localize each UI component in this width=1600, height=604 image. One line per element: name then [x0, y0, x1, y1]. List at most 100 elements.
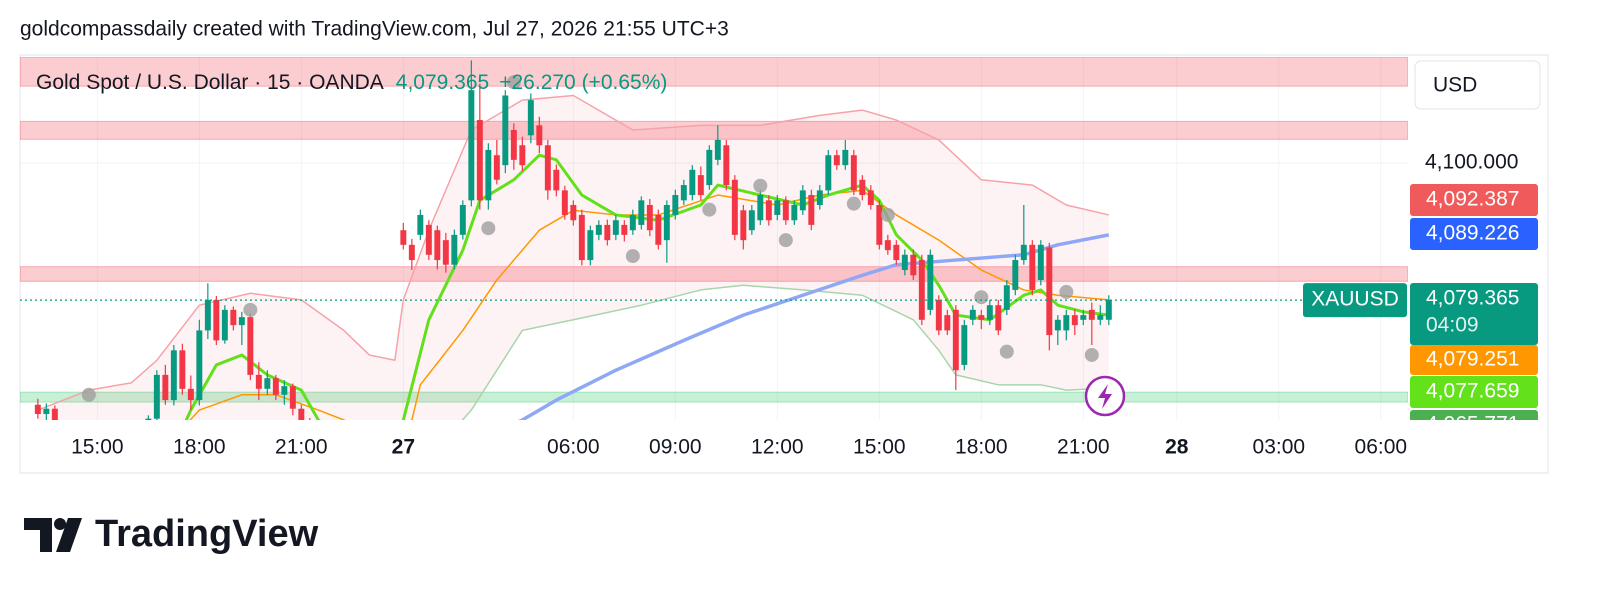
candle-body: [153, 374, 160, 419]
candle-body: [162, 374, 169, 401]
candle-body: [69, 430, 75, 433]
candle-body: [689, 169, 696, 196]
y-tick-label: 4,100.000: [1425, 151, 1518, 174]
x-tick-label: 06:00: [547, 436, 600, 459]
candle-body: [740, 210, 747, 241]
logo-slash: [56, 518, 82, 552]
candle-body: [604, 224, 611, 241]
candle-body: [595, 224, 602, 235]
candle-body: [349, 458, 355, 466]
marker-dot: [1084, 347, 1099, 362]
candle-body: [655, 214, 662, 245]
candle-body: [995, 305, 1002, 331]
candle-body: [791, 204, 798, 221]
candle-body: [120, 429, 126, 434]
band-fill: [37, 95, 1109, 420]
candle-body: [434, 230, 441, 261]
indicator-line: [461, 284, 1109, 420]
candle-body: [765, 200, 772, 221]
marker-dot: [81, 387, 96, 402]
price-tag-label: 4,079.251: [1426, 348, 1519, 371]
currency-button[interactable]: [1414, 60, 1541, 110]
price-tag: [1410, 184, 1538, 216]
logo-bar: [24, 518, 52, 552]
candle-body: [272, 378, 279, 395]
x-tick-label: 15:00: [71, 436, 124, 459]
grid: [20, 57, 1408, 420]
legend-title: Gold Spot / U.S. Dollar · 15 · OANDA: [36, 71, 384, 94]
candle-body: [238, 317, 245, 326]
candle-body: [952, 309, 959, 371]
candle-body: [145, 418, 152, 420]
header: goldcompassdaily created with TradingVie…: [20, 18, 729, 41]
price-tag-label: 4,092.387: [1426, 188, 1519, 211]
candle-body: [332, 449, 338, 463]
candle-body: [383, 455, 389, 458]
x-tick-label: 03:00: [1253, 436, 1306, 459]
price-tags: 4,092.387 4,089.226 4,079.365 4,079.251 4,07…: [1410, 184, 1538, 436]
candle-body: [204, 299, 211, 331]
candle-body: [706, 149, 713, 186]
candle-body: [60, 425, 66, 432]
candle-body: [842, 149, 849, 166]
candle-body: [910, 254, 917, 276]
price-tag: [1410, 283, 1538, 345]
candle-body: [77, 430, 83, 435]
candle-body: [782, 200, 789, 221]
brand-logo: [24, 518, 82, 552]
marker-dot: [846, 196, 861, 211]
candle-body: [451, 234, 458, 265]
candle-body: [680, 185, 687, 201]
candle-body: [221, 309, 228, 341]
marker-dot: [778, 233, 793, 248]
x-tick-label: 12:00: [751, 436, 804, 459]
marker-dot: [481, 221, 496, 236]
candle-body: [901, 254, 908, 271]
x-tick-label: 21:00: [1057, 436, 1110, 459]
x-tick-label: 09:00: [649, 436, 702, 459]
price-tag-label: 4,089.226: [1426, 222, 1519, 245]
alert-bolt: [1098, 384, 1112, 409]
candle-body: [986, 305, 993, 320]
candle-body: [519, 145, 526, 166]
candle-body: [442, 240, 449, 265]
marker-dot: [506, 75, 521, 90]
x-tick-label: 06:00: [1355, 436, 1408, 459]
candle-body: [170, 350, 177, 401]
candle-body: [400, 230, 407, 245]
candle-body: [561, 190, 568, 215]
x-tick-label: 18:00: [955, 436, 1008, 459]
candle-body: [1020, 244, 1027, 261]
candle-body: [587, 230, 594, 261]
price-tag-label: 4,077.659: [1426, 380, 1519, 403]
price-tag: [1410, 376, 1538, 408]
marker-dot: [1059, 284, 1074, 299]
frame: [19, 54, 1549, 474]
candle-body: [697, 175, 704, 196]
alert-icon[interactable]: [1084, 375, 1126, 417]
candle-body: [935, 299, 942, 331]
marker-dot: [243, 302, 258, 317]
candle-body: [893, 244, 900, 261]
candle-body: [137, 425, 143, 432]
candle-body: [638, 200, 645, 225]
price-tag-label: 4,065.771: [1426, 413, 1519, 436]
marker-dot: [753, 178, 768, 193]
candle-body: [833, 155, 840, 166]
zone: [20, 120, 1408, 140]
candle-body: [502, 95, 509, 166]
candle-body: [485, 149, 492, 201]
candle-body: [366, 455, 372, 460]
marker-dot: [880, 207, 895, 222]
candle-body: [612, 220, 619, 235]
symbol-badge: [1303, 283, 1407, 318]
candle-body: [196, 330, 203, 401]
candle-body: [731, 179, 738, 235]
candle-body: [213, 299, 220, 341]
candle-body: [816, 190, 823, 205]
candle-body: [536, 125, 543, 146]
x-tick-label: 28: [1165, 436, 1189, 459]
candle-body: [230, 309, 237, 326]
candle-body: [264, 378, 271, 389]
currency-label: USD: [1433, 74, 1477, 97]
